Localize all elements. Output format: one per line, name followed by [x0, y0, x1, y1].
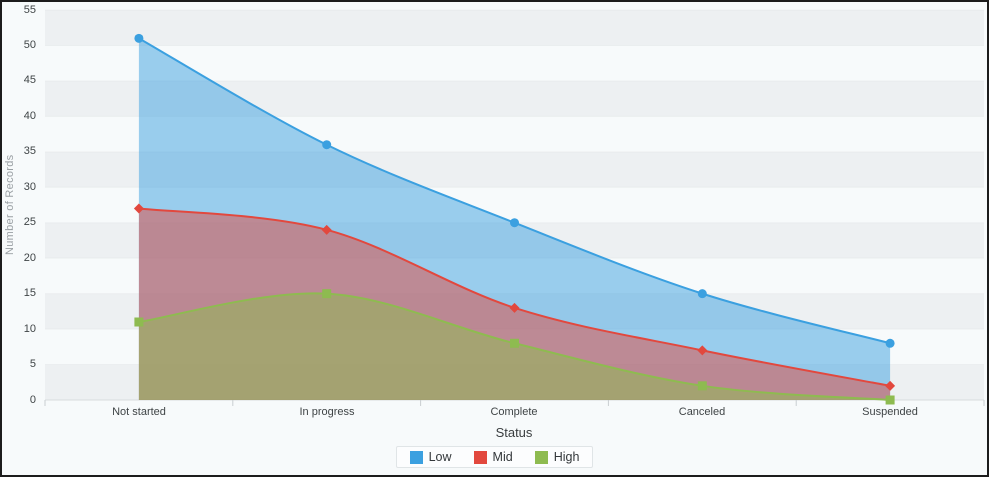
y-axis-tick-label: 40: [23, 109, 36, 122]
data-point-marker-high[interactable]: [134, 317, 144, 327]
y-axis-tick-label: 10: [23, 322, 36, 335]
data-point-marker-high[interactable]: [510, 338, 519, 348]
x-axis-label-in-progress: In progress: [299, 406, 355, 418]
y-axis-tick-label: 55: [23, 3, 36, 16]
y-axis-tick-label: 45: [23, 74, 36, 87]
legend-swatch-high: [534, 450, 548, 464]
legend-swatch-mid: [473, 450, 487, 464]
data-point-marker-mid[interactable]: [321, 224, 332, 235]
legend-item-low[interactable]: Low: [409, 450, 452, 464]
data-point-marker-low[interactable]: [134, 33, 144, 43]
data-point-marker-high[interactable]: [322, 289, 332, 299]
data-point-marker-low[interactable]: [510, 218, 519, 228]
y-axis-tick-label: 30: [23, 180, 36, 193]
x-axis-label-suspended: Suspended: [862, 406, 918, 418]
y-axis-tick-label: 20: [23, 251, 36, 264]
y-axis-tick-label: 50: [23, 38, 36, 51]
legend-label-high: High: [553, 450, 580, 464]
y-axis-title: Number of Records: [4, 154, 16, 255]
legend-label-low: Low: [428, 450, 452, 464]
grid-band: [45, 10, 984, 46]
y-axis-tick-label: 0: [29, 393, 36, 406]
y-axis-tick-label: 5: [29, 358, 36, 371]
y-axis-tick-label: 25: [23, 216, 36, 229]
legend-swatch-low: [409, 450, 423, 464]
legend-label-mid: Mid: [492, 450, 513, 464]
chart-legend: Low Mid High: [2, 446, 987, 468]
data-point-marker-mid[interactable]: [885, 380, 896, 391]
legend-item-high[interactable]: High: [534, 450, 580, 464]
data-point-marker-mid[interactable]: [697, 345, 708, 356]
x-axis-label-complete: Complete: [490, 406, 538, 418]
data-point-marker-mid[interactable]: [133, 203, 144, 214]
x-axis-label-canceled: Canceled: [678, 406, 726, 418]
data-point-marker-low[interactable]: [885, 338, 895, 348]
data-point-marker-high[interactable]: [697, 381, 707, 391]
data-point-marker-high[interactable]: [885, 395, 895, 405]
x-axis-title: Status: [495, 425, 533, 440]
x-axis-label-not-started: Not started: [112, 406, 166, 418]
data-point-marker-mid[interactable]: [509, 302, 520, 313]
legend-item-mid[interactable]: Mid: [473, 450, 513, 464]
data-point-marker-low[interactable]: [322, 140, 332, 150]
y-axis-tick-label: 35: [23, 145, 36, 158]
y-axis-tick-label: 15: [23, 287, 36, 300]
data-point-marker-low[interactable]: [697, 289, 707, 299]
